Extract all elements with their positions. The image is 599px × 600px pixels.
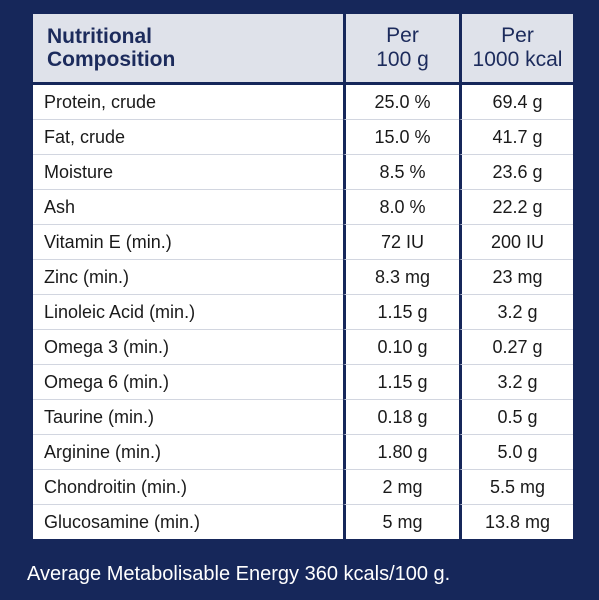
header-per1000-line2: 1000 kcal bbox=[472, 48, 563, 71]
nutrient-name: Ash bbox=[33, 190, 343, 225]
nutrient-name: Vitamin E (min.) bbox=[33, 225, 343, 260]
header-per100-line2: 100 g bbox=[376, 48, 429, 71]
nutrient-name: Protein, crude bbox=[33, 85, 343, 120]
value-per-1000kcal: 3.2 g bbox=[459, 365, 573, 400]
value-per-1000kcal: 23.6 g bbox=[459, 155, 573, 190]
value-per-100g: 2 mg bbox=[343, 470, 459, 505]
table-row: Arginine (min.) 1.80 g 5.0 g bbox=[33, 435, 573, 470]
value-per-100g: 0.18 g bbox=[343, 400, 459, 435]
table-row: Zinc (min.) 8.3 mg 23 mg bbox=[33, 260, 573, 295]
value-per-100g: 1.15 g bbox=[343, 365, 459, 400]
nutrient-name: Arginine (min.) bbox=[33, 435, 343, 470]
value-per-100g: 25.0 % bbox=[343, 85, 459, 120]
value-per-1000kcal: 22.2 g bbox=[459, 190, 573, 225]
value-per-100g: 8.5 % bbox=[343, 155, 459, 190]
value-per-100g: 1.80 g bbox=[343, 435, 459, 470]
header-per1000-line1: Per bbox=[501, 24, 534, 47]
nutrient-name: Moisture bbox=[33, 155, 343, 190]
value-per-1000kcal: 0.5 g bbox=[459, 400, 573, 435]
header-per-1000kcal: Per 1000 kcal bbox=[459, 14, 573, 85]
header-per-100g: Per 100 g bbox=[343, 14, 459, 85]
value-per-1000kcal: 23 mg bbox=[459, 260, 573, 295]
value-per-100g: 8.3 mg bbox=[343, 260, 459, 295]
table-row: Protein, crude 25.0 % 69.4 g bbox=[33, 85, 573, 120]
nutrient-name: Chondroitin (min.) bbox=[33, 470, 343, 505]
table-row: Vitamin E (min.) 72 IU 200 IU bbox=[33, 225, 573, 260]
table-row: Omega 6 (min.) 1.15 g 3.2 g bbox=[33, 365, 573, 400]
value-per-100g: 5 mg bbox=[343, 505, 459, 539]
table-row: Glucosamine (min.) 5 mg 13.8 mg bbox=[33, 505, 573, 539]
header-label-line2: Composition bbox=[47, 48, 176, 71]
nutrient-name: Omega 6 (min.) bbox=[33, 365, 343, 400]
nutrient-name: Linoleic Acid (min.) bbox=[33, 295, 343, 330]
value-per-100g: 8.0 % bbox=[343, 190, 459, 225]
nutrient-name: Glucosamine (min.) bbox=[33, 505, 343, 539]
value-per-100g: 0.10 g bbox=[343, 330, 459, 365]
table-row: Linoleic Acid (min.) 1.15 g 3.2 g bbox=[33, 295, 573, 330]
table-row: Fat, crude 15.0 % 41.7 g bbox=[33, 120, 573, 155]
header-label-line1: Nutritional bbox=[47, 25, 152, 48]
value-per-1000kcal: 41.7 g bbox=[459, 120, 573, 155]
table-row: Chondroitin (min.) 2 mg 5.5 mg bbox=[33, 470, 573, 505]
value-per-1000kcal: 3.2 g bbox=[459, 295, 573, 330]
table-header-row: Nutritional Composition Per 100 g Per 10… bbox=[33, 14, 573, 85]
table-row: Omega 3 (min.) 0.10 g 0.27 g bbox=[33, 330, 573, 365]
value-per-1000kcal: 13.8 mg bbox=[459, 505, 573, 539]
header-nutritional-composition: Nutritional Composition bbox=[33, 14, 343, 85]
value-per-100g: 1.15 g bbox=[343, 295, 459, 330]
energy-footnote: Average Metabolisable Energy 360 kcals/1… bbox=[27, 563, 451, 585]
nutrient-name: Zinc (min.) bbox=[33, 260, 343, 295]
nutrient-name: Fat, crude bbox=[33, 120, 343, 155]
nutrient-name: Omega 3 (min.) bbox=[33, 330, 343, 365]
value-per-1000kcal: 200 IU bbox=[459, 225, 573, 260]
table-row: Ash 8.0 % 22.2 g bbox=[33, 190, 573, 225]
value-per-1000kcal: 0.27 g bbox=[459, 330, 573, 365]
nutrient-name: Taurine (min.) bbox=[33, 400, 343, 435]
value-per-100g: 15.0 % bbox=[343, 120, 459, 155]
value-per-1000kcal: 69.4 g bbox=[459, 85, 573, 120]
table-row: Taurine (min.) 0.18 g 0.5 g bbox=[33, 400, 573, 435]
table-row: Moisture 8.5 % 23.6 g bbox=[33, 155, 573, 190]
value-per-100g: 72 IU bbox=[343, 225, 459, 260]
value-per-1000kcal: 5.5 mg bbox=[459, 470, 573, 505]
header-per100-line1: Per bbox=[386, 24, 419, 47]
value-per-1000kcal: 5.0 g bbox=[459, 435, 573, 470]
nutrition-table: Nutritional Composition Per 100 g Per 10… bbox=[33, 14, 573, 539]
